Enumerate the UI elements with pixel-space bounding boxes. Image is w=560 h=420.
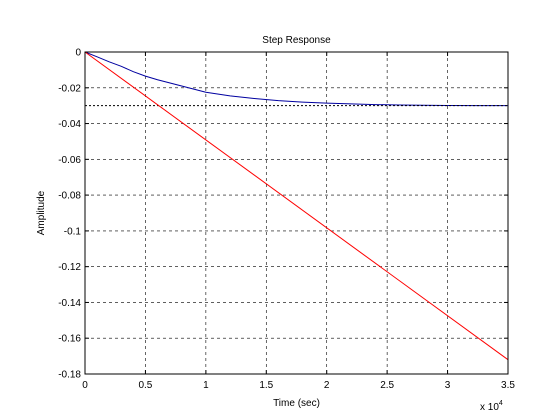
- series-line-1: [84, 51, 508, 107]
- y-tick-label: -0.14: [58, 298, 81, 309]
- x-axis-multiplier-base: x 10: [480, 402, 499, 413]
- x-tick-label: 2.5: [380, 380, 394, 391]
- y-tick-label: 0: [75, 48, 81, 59]
- x-tick-label: 3: [445, 380, 451, 391]
- x-tick-label: 0.5: [138, 380, 152, 391]
- plot-area: [85, 52, 508, 374]
- plot-frame: [84, 51, 509, 375]
- y-tick-label: -0.04: [58, 119, 81, 130]
- x-tick-label: 1: [203, 380, 209, 391]
- y-tick-label: -0.12: [58, 262, 81, 273]
- series-group: [84, 51, 509, 361]
- x-axis-label: Time (sec): [273, 398, 320, 409]
- y-tick-label: -0.02: [58, 83, 81, 94]
- y-tick-label: -0.18: [58, 370, 81, 381]
- x-axis-multiplier-exponent: 4: [499, 400, 503, 407]
- y-tick-label: -0.16: [58, 334, 81, 345]
- x-tick-label: 2: [324, 380, 330, 391]
- y-tick-label: -0.08: [58, 191, 81, 202]
- x-tick-label: 0: [82, 380, 88, 391]
- x-axis-multiplier: x 104: [480, 400, 503, 413]
- series-line-3: [84, 51, 509, 361]
- x-tick-label: 3.5: [501, 380, 515, 391]
- chart-title: Step Response: [262, 35, 331, 46]
- y-tick-label: -0.06: [58, 155, 81, 166]
- y-tick-label: -0.1: [64, 226, 82, 237]
- grid: [85, 52, 508, 374]
- y-axis-label: Amplitude: [36, 190, 47, 235]
- x-tick-label: 1.5: [259, 380, 273, 391]
- ticks: 0 0.5 1 1.5 2 2.5 3 3.5 0 -0.02 -0.04 -0.06 -0.08 -0.…: [58, 48, 515, 392]
